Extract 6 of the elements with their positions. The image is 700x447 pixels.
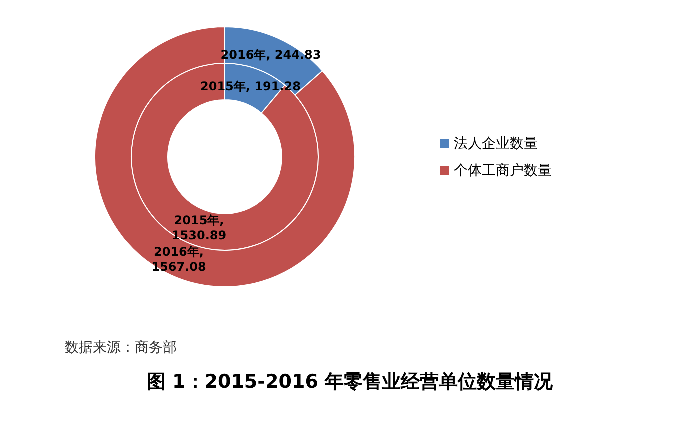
data-label: 2015年, 1530.89 <box>172 214 227 243</box>
legend-label: 法人企业数量 <box>454 136 538 152</box>
text: 图 1：2015-2016 年零售业经营单位数量情况 <box>146 371 554 393</box>
legend-label: 个体工商户数量 <box>454 163 552 179</box>
data-label: 2016年, 1567.08 <box>152 244 206 274</box>
source-note: 数据来源：商务部 <box>65 340 177 356</box>
